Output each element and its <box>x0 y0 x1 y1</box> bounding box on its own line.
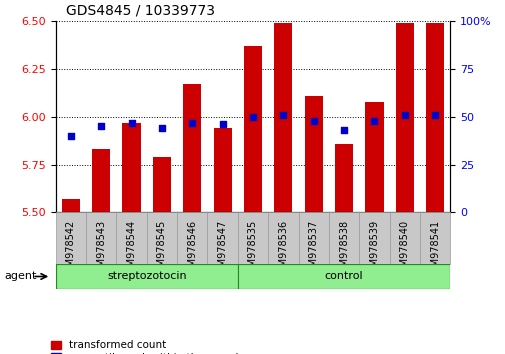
Bar <box>62 199 80 212</box>
Bar <box>419 212 449 264</box>
Bar <box>365 102 383 212</box>
Bar <box>298 212 328 264</box>
Bar <box>304 96 322 212</box>
Bar <box>153 157 171 212</box>
Bar <box>183 84 201 212</box>
Text: GSM978536: GSM978536 <box>278 220 288 279</box>
Bar <box>116 212 146 264</box>
Bar <box>389 212 419 264</box>
Bar <box>213 128 231 212</box>
Text: GSM978543: GSM978543 <box>96 220 106 279</box>
Point <box>370 118 378 124</box>
Point <box>97 124 105 129</box>
Text: GSM978535: GSM978535 <box>247 220 258 279</box>
Text: streptozotocin: streptozotocin <box>107 272 186 281</box>
Point <box>158 125 166 131</box>
Point <box>218 122 226 127</box>
Text: GSM978546: GSM978546 <box>187 220 197 279</box>
Point <box>127 120 135 125</box>
Bar <box>86 212 116 264</box>
Bar <box>359 212 389 264</box>
Bar <box>56 212 86 264</box>
Text: control: control <box>324 272 363 281</box>
Bar <box>395 23 413 212</box>
Point <box>430 112 438 118</box>
Bar <box>268 212 298 264</box>
Bar <box>92 149 110 212</box>
Text: GSM978547: GSM978547 <box>217 220 227 279</box>
Bar <box>207 212 237 264</box>
Text: GSM978545: GSM978545 <box>157 220 167 279</box>
Legend: transformed count, percentile rank within the sample: transformed count, percentile rank withi… <box>50 341 245 354</box>
Bar <box>177 212 207 264</box>
Text: GSM978544: GSM978544 <box>126 220 136 279</box>
Bar <box>334 144 352 212</box>
Text: GSM978537: GSM978537 <box>308 220 318 279</box>
Text: GSM978542: GSM978542 <box>66 220 76 279</box>
Point <box>400 112 408 118</box>
Bar <box>274 23 292 212</box>
Text: agent: agent <box>5 272 37 281</box>
Bar <box>237 212 268 264</box>
Bar <box>328 212 359 264</box>
Bar <box>122 122 140 212</box>
Point <box>309 118 317 124</box>
Text: GSM978540: GSM978540 <box>399 220 409 279</box>
Bar <box>243 46 262 212</box>
Point <box>188 120 196 125</box>
Text: GSM978538: GSM978538 <box>338 220 348 279</box>
Point <box>339 127 347 133</box>
Bar <box>425 23 443 212</box>
Text: GSM978541: GSM978541 <box>429 220 439 279</box>
Text: GDS4845 / 10339773: GDS4845 / 10339773 <box>66 4 214 18</box>
Bar <box>237 264 449 289</box>
Point <box>279 112 287 118</box>
Point <box>248 114 257 120</box>
Bar <box>146 212 177 264</box>
Text: GSM978539: GSM978539 <box>369 220 379 279</box>
Point <box>67 133 75 139</box>
Bar <box>56 264 237 289</box>
